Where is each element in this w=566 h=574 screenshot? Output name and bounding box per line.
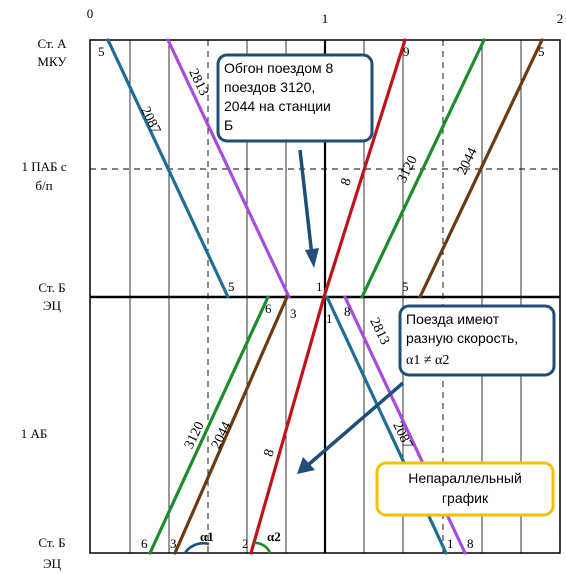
callout-overtake-line2: поездов 3120, (224, 79, 315, 95)
callout-overtake-line3: 2044 на станции (224, 98, 331, 114)
callout-nonparallel-line2: график (442, 490, 489, 506)
hour-axis: 0 1 2 (87, 6, 564, 26)
minute-mark-top-5-right: 5 (538, 44, 545, 59)
callout-arrows (297, 149, 405, 474)
station-labels: Ст. А МКУ 1 ПАБ с б/п Ст. Б ЭЦ 1 АБ Ст. … (21, 36, 68, 571)
callout-speed: Поезда имеют разную скорость, α1 ≠ α2 (398, 304, 556, 377)
angle-alpha2-arc (253, 541, 272, 554)
train-number-2044-top: 2044 (455, 146, 481, 178)
hour-label-0: 0 (87, 6, 94, 21)
minute-mark-bottom-3: 3 (170, 536, 177, 551)
minute-mark-mid-5-right: 5 (402, 279, 409, 294)
speed-arrow (306, 381, 405, 467)
pab-type: б/п (35, 178, 52, 193)
callout-speed-line3: α1 ≠ α2 (406, 353, 449, 368)
callout-nonparallel-box (375, 461, 555, 517)
overtake-arrow (298, 149, 314, 257)
train-number-2044-bottom: 2044 (209, 420, 235, 452)
callout-overtake-box (216, 53, 374, 143)
angle-alpha1-label: α1 (200, 529, 214, 544)
callout-nonparallel-line1: Непараллельный (408, 470, 522, 486)
speed-arrowhead (297, 457, 315, 474)
overtake-arrowhead (305, 248, 319, 268)
train-2813-upper (166, 38, 291, 299)
train-3120-lower (148, 295, 270, 555)
minute-mark-mid-5-left: 5 (228, 279, 235, 294)
train-number-8-top: 8 (338, 176, 354, 187)
minute-mark-top-9: 9 (403, 44, 410, 59)
station-b-bottom-label: Ст. Б (38, 535, 65, 550)
ab-label: 1 АБ (21, 426, 48, 441)
minute-mark-top-5-left: 5 (98, 44, 105, 59)
angle-arcs (183, 541, 272, 554)
minute-mark-bottom-2: 2 (242, 536, 249, 551)
minute-marks: 5 9 5 5 1 5 6 3 1 8 6 3 2 1 8 (98, 44, 545, 551)
train-number-8-bottom: 8 (261, 447, 277, 458)
station-a-type: МКУ (37, 54, 67, 69)
train-number-2813-bottom: 2813 (366, 316, 392, 348)
station-a-label: Ст. А (37, 36, 67, 51)
train-8-upper (322, 38, 407, 299)
pab-label: 1 ПАБ с (21, 159, 66, 174)
train-2044-upper (418, 38, 544, 299)
minute-mark-bottom-6: 6 (141, 536, 148, 551)
minute-mark-mid-1: 1 (316, 279, 323, 294)
callout-nonparallel: Непараллельный график (375, 461, 555, 517)
station-b-top-label: Ст. Б (38, 280, 65, 295)
callout-overtake-line4: Б (224, 117, 233, 133)
train-number-2087-bottom: 2087 (389, 420, 415, 452)
angle-alpha2-label: α2 (267, 529, 281, 544)
angle-labels: α1 α2 (200, 529, 281, 544)
callout-speed-line1: Поезда имеют (406, 311, 500, 327)
hour-label-2: 2 (557, 11, 564, 26)
callout-speed-box (398, 304, 556, 377)
callout-overtake-line1: Обгон поездом 8 (224, 60, 334, 76)
minute-mark-bottom-8: 8 (467, 536, 474, 551)
train-number-2087-top: 2087 (137, 105, 163, 137)
train-3120-upper (360, 38, 486, 299)
callout-speed-line2: разную скорость, (406, 330, 518, 346)
minute-mark-sep-6: 6 (265, 301, 272, 316)
hour-label-1: 1 (322, 11, 329, 26)
minute-mark-bottom-1: 1 (447, 536, 454, 551)
minute-mark-sep-8: 8 (344, 304, 351, 319)
minute-mark-sep-3: 3 (290, 306, 297, 321)
callout-overtake: Обгон поездом 8 поездов 3120, 2044 на ст… (216, 53, 374, 143)
minute-mark-sep-1: 1 (326, 311, 333, 326)
station-b-top-type: ЭЦ (43, 298, 62, 313)
train-2044-lower (173, 295, 289, 555)
station-b-bottom-type: ЭЦ (43, 556, 62, 571)
train-8-lower (249, 295, 326, 555)
train-2087-upper (106, 38, 230, 299)
angle-alpha1-arc (183, 541, 210, 554)
